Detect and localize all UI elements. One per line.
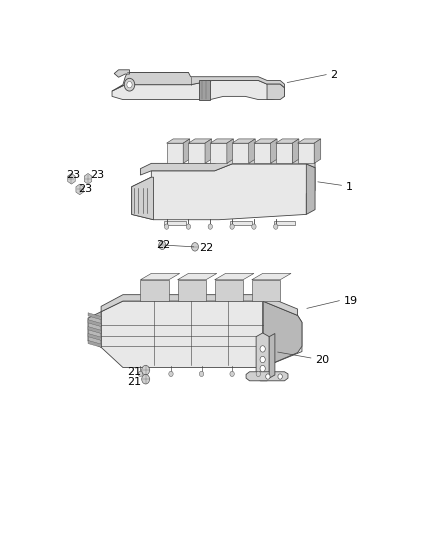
Polygon shape <box>252 273 291 280</box>
Polygon shape <box>276 143 292 164</box>
Polygon shape <box>141 157 315 175</box>
Circle shape <box>186 224 191 229</box>
Polygon shape <box>76 184 84 195</box>
Polygon shape <box>267 84 285 100</box>
Polygon shape <box>177 273 217 280</box>
Polygon shape <box>88 312 101 348</box>
Text: 19: 19 <box>343 296 357 306</box>
Polygon shape <box>88 341 101 348</box>
Circle shape <box>278 374 283 379</box>
Polygon shape <box>112 72 285 91</box>
Polygon shape <box>297 139 321 143</box>
Circle shape <box>159 241 166 249</box>
Polygon shape <box>188 139 212 143</box>
Text: 20: 20 <box>315 354 329 365</box>
Polygon shape <box>166 139 190 143</box>
Text: 22: 22 <box>199 243 214 253</box>
Text: 2: 2 <box>330 70 337 80</box>
Circle shape <box>138 371 143 376</box>
Polygon shape <box>84 173 92 184</box>
Text: 21: 21 <box>127 367 141 377</box>
Polygon shape <box>254 139 277 143</box>
Polygon shape <box>249 139 255 164</box>
Polygon shape <box>141 273 180 280</box>
Polygon shape <box>188 143 205 164</box>
Circle shape <box>260 346 265 352</box>
Polygon shape <box>232 139 255 143</box>
Polygon shape <box>215 280 243 301</box>
Polygon shape <box>88 327 101 334</box>
Polygon shape <box>246 372 288 381</box>
Polygon shape <box>230 221 252 225</box>
Polygon shape <box>227 139 233 164</box>
Circle shape <box>208 224 212 229</box>
Circle shape <box>142 374 150 384</box>
Circle shape <box>230 371 234 376</box>
Polygon shape <box>254 143 271 164</box>
Polygon shape <box>274 221 295 225</box>
Polygon shape <box>306 164 315 214</box>
Polygon shape <box>269 334 275 378</box>
Polygon shape <box>67 173 75 184</box>
Circle shape <box>252 224 256 229</box>
Circle shape <box>199 371 204 376</box>
Polygon shape <box>210 139 233 143</box>
Circle shape <box>260 357 265 363</box>
Polygon shape <box>88 320 101 327</box>
Text: 23: 23 <box>90 170 104 180</box>
Polygon shape <box>164 221 186 225</box>
Polygon shape <box>114 70 130 77</box>
Polygon shape <box>263 301 302 368</box>
Polygon shape <box>276 139 299 143</box>
Polygon shape <box>141 280 169 301</box>
Polygon shape <box>88 334 101 341</box>
Polygon shape <box>183 139 190 164</box>
Polygon shape <box>271 139 277 164</box>
Circle shape <box>256 371 261 376</box>
Polygon shape <box>101 301 302 368</box>
Polygon shape <box>205 139 212 164</box>
Polygon shape <box>177 280 206 301</box>
Circle shape <box>230 224 234 229</box>
Polygon shape <box>88 313 101 320</box>
Text: 22: 22 <box>155 240 170 250</box>
Polygon shape <box>112 80 285 100</box>
Polygon shape <box>314 139 321 164</box>
Polygon shape <box>166 143 183 164</box>
Text: 23: 23 <box>66 170 80 180</box>
Circle shape <box>169 371 173 376</box>
Polygon shape <box>199 80 210 100</box>
Polygon shape <box>132 177 153 220</box>
Circle shape <box>142 366 150 375</box>
Circle shape <box>124 78 135 91</box>
Circle shape <box>266 374 270 379</box>
Circle shape <box>191 243 198 251</box>
Polygon shape <box>252 280 280 301</box>
Circle shape <box>164 224 169 229</box>
Polygon shape <box>101 295 297 316</box>
Text: 23: 23 <box>78 184 92 195</box>
Circle shape <box>274 224 278 229</box>
Polygon shape <box>232 143 249 164</box>
Polygon shape <box>297 143 314 164</box>
Text: 1: 1 <box>346 182 353 192</box>
Polygon shape <box>292 139 299 164</box>
Polygon shape <box>215 273 254 280</box>
Polygon shape <box>256 333 269 381</box>
Text: 21: 21 <box>127 377 141 387</box>
Circle shape <box>127 82 132 88</box>
Circle shape <box>260 366 265 372</box>
Polygon shape <box>132 164 315 220</box>
Polygon shape <box>210 143 227 164</box>
